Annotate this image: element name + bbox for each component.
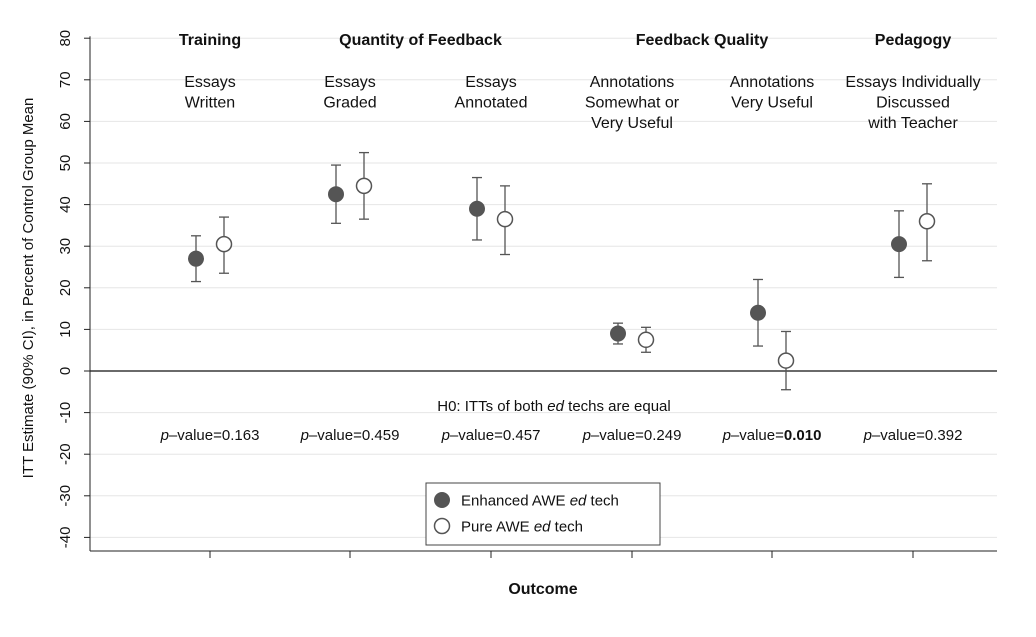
y-tick-label: -20 xyxy=(57,443,74,465)
y-tick-label: 50 xyxy=(57,155,74,172)
pvalue-p: p xyxy=(160,427,169,444)
category-label-line: Annotations xyxy=(590,74,675,91)
category-label-annotations-somewhat-or-very-useful: Annotations Somewhat or Very Useful xyxy=(585,74,680,132)
pvalue-number: 0.010 xyxy=(784,427,822,444)
category-label-line: Annotated xyxy=(455,95,528,112)
legend-label-enhanced-awe-ed-tech: Enhanced AWE ed tech xyxy=(461,493,619,510)
pvalue-prefix: –value= xyxy=(309,427,362,444)
legend-marker-pure-awe-ed-tech xyxy=(433,517,451,535)
category-label-line: Graded xyxy=(323,95,376,112)
point-pure-awe-ed-tech-2 xyxy=(355,177,373,195)
legend-label-part: Pure AWE xyxy=(461,519,534,536)
category-label-line: Essays Individually xyxy=(845,74,980,91)
pvalue-label: p–value=0.163 xyxy=(160,427,260,444)
y-tick-label: 80 xyxy=(57,30,74,47)
category-label-line: with Teacher xyxy=(867,115,958,132)
legend-label-part: tech xyxy=(586,493,619,510)
pvalue-number: 0.457 xyxy=(503,427,541,444)
category-label-line: Discussed xyxy=(876,95,950,112)
category-label-line: Very Useful xyxy=(731,95,813,112)
group-header-feedback-quality: Feedback Quality xyxy=(636,32,769,49)
axes: -40 -30 -20 -10 0 10 20 30 40 50 60 70 80 xyxy=(57,30,997,558)
pvalue-p: p xyxy=(722,427,731,444)
legend-box xyxy=(425,482,661,546)
legend-label-part: Enhanced AWE xyxy=(461,493,570,510)
h0-text: H0: ITTs of both ed techs are equal xyxy=(437,398,670,415)
y-tick-label: 0 xyxy=(57,367,74,375)
pvalue-label: p–value=0.457 xyxy=(441,427,541,444)
group-headers: Training Quantity of Feedback Feedback Qua… xyxy=(179,32,951,49)
point-pure-awe-ed-tech-3 xyxy=(496,210,514,228)
point-pure-awe-ed-tech-5 xyxy=(777,352,795,369)
y-tick-label: -30 xyxy=(57,485,74,507)
h0-text-part: ed xyxy=(547,398,564,415)
group-header-quantity-of-feedback: Quantity of Feedback xyxy=(339,32,502,49)
pvalue-prefix: –value= xyxy=(450,427,503,444)
group-header-training: Training xyxy=(179,32,241,49)
point-pure-awe-ed-tech-1 xyxy=(215,235,233,253)
point-enhanced-awe-ed-tech-1 xyxy=(188,250,204,267)
point-enhanced-awe-ed-tech-5 xyxy=(750,304,766,321)
pvalue-number: 0.249 xyxy=(644,427,682,444)
pvalue-number: 0.459 xyxy=(362,427,400,444)
category-label-line: Essays xyxy=(184,74,236,91)
pvalue-label: p–value=0.249 xyxy=(582,427,682,444)
category-label-essays-written: Essays Written xyxy=(184,74,236,112)
category-label-essays-graded: Essays Graded xyxy=(323,74,376,112)
y-tick-label: 20 xyxy=(57,279,74,296)
category-label-line: Written xyxy=(185,95,235,112)
legend-label-pure-awe-ed-tech: Pure AWE ed tech xyxy=(461,519,583,536)
h0-text-part: techs are equal xyxy=(564,398,671,415)
pvalue-prefix: –value= xyxy=(591,427,644,444)
pvalue-label: p–value=0.010 xyxy=(722,427,822,444)
pvalue-p: p xyxy=(863,427,872,444)
group-header-pedagogy: Pedagogy xyxy=(875,32,952,49)
category-label-essays-annotated: Essays Annotated xyxy=(455,74,528,112)
y-tick-label: 60 xyxy=(57,113,74,130)
point-enhanced-awe-ed-tech-6 xyxy=(891,236,907,253)
pvalue-label: p–value=0.392 xyxy=(863,427,963,444)
gridlines xyxy=(90,37,997,538)
pvalue-number: 0.392 xyxy=(925,427,963,444)
point-pure-awe-ed-tech-4 xyxy=(637,331,655,349)
y-tick-label: 10 xyxy=(57,321,74,338)
legend-marker-enhanced-awe-ed-tech xyxy=(434,492,450,508)
category-label-annotations-very-useful: Annotations Very Useful xyxy=(730,74,815,112)
x-axis-label: Outcome xyxy=(508,581,577,598)
category-label-line: Essays xyxy=(324,74,376,91)
y-tick-label: -40 xyxy=(57,527,74,549)
category-label-line: Essays xyxy=(465,74,517,91)
legend-label-part: tech xyxy=(551,519,584,536)
pvalue-label: p–value=0.459 xyxy=(300,427,400,444)
point-pure-awe-ed-tech-6 xyxy=(918,212,936,230)
legend-label-part: ed xyxy=(570,493,587,510)
y-tick-label: 30 xyxy=(57,238,74,255)
pvalue-number: 0.163 xyxy=(222,427,260,444)
pvalue-prefix: –value= xyxy=(731,427,784,444)
category-labels: Essays Written Essays Graded Essays Annotated… xyxy=(184,74,980,132)
pvalue-p: p xyxy=(441,427,450,444)
pvalue-prefix: –value= xyxy=(169,427,222,444)
legend-label-part: ed xyxy=(534,519,551,536)
data-marks xyxy=(188,151,936,391)
pvalue-p: p xyxy=(300,427,309,444)
category-label-line: Annotations xyxy=(730,74,815,91)
category-label-essays-individually-discussed-with-teacher: Essays Individually Discussed with Teacher xyxy=(845,74,980,132)
category-label-line: Somewhat or xyxy=(585,95,680,112)
point-enhanced-awe-ed-tech-4 xyxy=(610,325,626,342)
pvalue-row: H0: ITTs of both ed techs are equalp–val… xyxy=(160,398,963,444)
point-enhanced-awe-ed-tech-2 xyxy=(328,186,344,203)
point-enhanced-awe-ed-tech-3 xyxy=(469,200,485,217)
y-tick-label: -10 xyxy=(57,402,74,424)
pvalue-prefix: –value= xyxy=(872,427,925,444)
y-tick-label: 70 xyxy=(57,71,74,88)
y-axis-label: ITT Estimate (90% CI), in Percent of Con… xyxy=(20,98,37,479)
pvalue-p: p xyxy=(582,427,591,444)
h0-text-part: H0: ITTs of both xyxy=(437,398,547,415)
y-tick-label: 40 xyxy=(57,196,74,213)
category-label-line: Very Useful xyxy=(591,115,673,132)
